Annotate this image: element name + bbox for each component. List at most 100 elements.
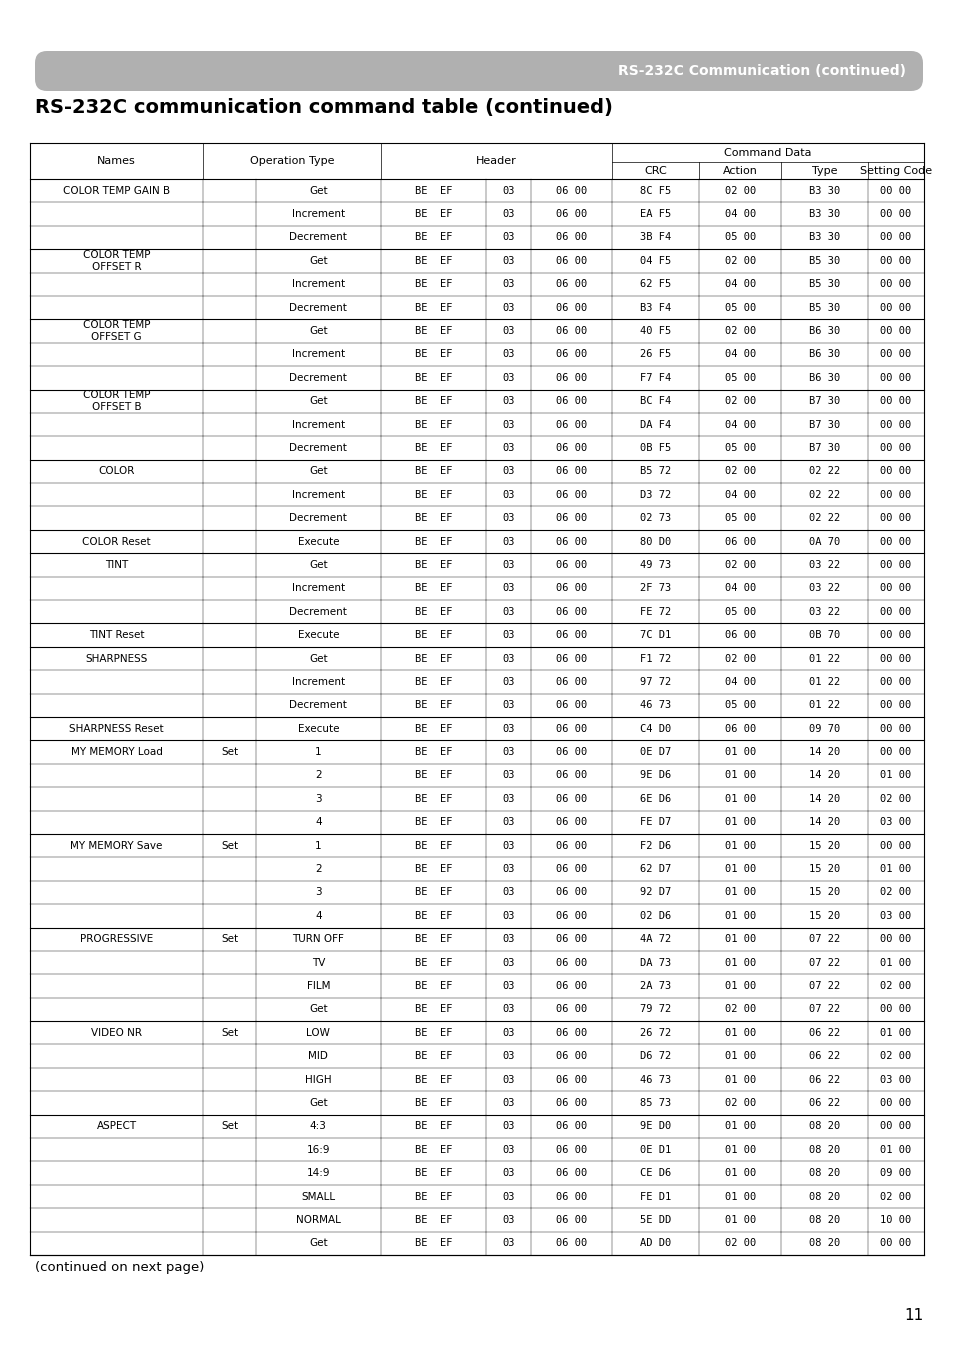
Text: 06 00: 06 00 [556, 1098, 586, 1108]
Text: Get: Get [309, 561, 327, 570]
Text: PROGRESSIVE: PROGRESSIVE [80, 934, 153, 944]
Text: 07 22: 07 22 [808, 1005, 840, 1014]
Text: 01 00: 01 00 [723, 841, 755, 850]
Text: F7 F4: F7 F4 [639, 372, 671, 383]
Text: 03: 03 [501, 982, 514, 991]
Text: 03: 03 [501, 887, 514, 898]
Text: 02 00: 02 00 [723, 1239, 755, 1248]
Text: 06 00: 06 00 [556, 443, 586, 454]
Text: BE  EF: BE EF [415, 864, 452, 875]
Text: B6 30: B6 30 [808, 349, 840, 359]
Text: 00 00: 00 00 [880, 349, 911, 359]
Text: Get: Get [309, 654, 327, 663]
Text: BE  EF: BE EF [415, 233, 452, 242]
Text: 14 20: 14 20 [808, 747, 840, 757]
Text: 05 00: 05 00 [723, 700, 755, 711]
Text: 06 00: 06 00 [556, 654, 586, 663]
Text: 05 00: 05 00 [723, 303, 755, 313]
Text: FE 72: FE 72 [639, 607, 671, 616]
Text: 03 22: 03 22 [808, 561, 840, 570]
Text: 06 00: 06 00 [556, 607, 586, 616]
Text: 07 22: 07 22 [808, 982, 840, 991]
Text: 00 00: 00 00 [880, 256, 911, 265]
Text: 03: 03 [501, 233, 514, 242]
Text: 00 00: 00 00 [880, 420, 911, 429]
Text: BE  EF: BE EF [415, 349, 452, 359]
Text: 01 00: 01 00 [880, 770, 911, 780]
Text: 06 00: 06 00 [556, 887, 586, 898]
Text: Get: Get [309, 397, 327, 406]
Text: 08 20: 08 20 [808, 1239, 840, 1248]
Text: 15 20: 15 20 [808, 864, 840, 875]
Text: 01 00: 01 00 [723, 1121, 755, 1132]
Text: 08 20: 08 20 [808, 1169, 840, 1178]
Text: F2 D6: F2 D6 [639, 841, 671, 850]
Text: 04 00: 04 00 [723, 209, 755, 219]
Text: D3 72: D3 72 [639, 490, 671, 500]
Text: 03: 03 [501, 326, 514, 336]
Text: Header: Header [476, 156, 517, 167]
Text: Setting Code: Setting Code [859, 165, 931, 176]
Text: 2A 73: 2A 73 [639, 982, 671, 991]
Text: BE  EF: BE EF [415, 934, 452, 944]
Text: C4 D0: C4 D0 [639, 723, 671, 734]
FancyBboxPatch shape [35, 51, 923, 91]
Text: BE  EF: BE EF [415, 513, 452, 523]
Text: 01 22: 01 22 [808, 677, 840, 686]
Text: 14 20: 14 20 [808, 770, 840, 780]
Text: 06 00: 06 00 [723, 630, 755, 640]
Text: 05 00: 05 00 [723, 607, 755, 616]
Text: 2: 2 [314, 864, 321, 875]
Text: 00 00: 00 00 [880, 185, 911, 196]
Text: Get: Get [309, 256, 327, 265]
Text: Set: Set [221, 1121, 238, 1132]
Text: Decrement: Decrement [289, 303, 347, 313]
Text: TINT Reset: TINT Reset [89, 630, 144, 640]
Text: 00 00: 00 00 [880, 279, 911, 290]
Text: 0E D1: 0E D1 [639, 1144, 671, 1155]
Text: 03: 03 [501, 1051, 514, 1062]
Text: 92 D7: 92 D7 [639, 887, 671, 898]
Text: 08 20: 08 20 [808, 1121, 840, 1132]
Text: 06 00: 06 00 [556, 209, 586, 219]
Text: 03 00: 03 00 [880, 818, 911, 827]
Text: BC F4: BC F4 [639, 397, 671, 406]
Text: 03: 03 [501, 536, 514, 547]
Text: 01 00: 01 00 [723, 887, 755, 898]
Text: 06 22: 06 22 [808, 1098, 840, 1108]
Text: 97 72: 97 72 [639, 677, 671, 686]
Text: 06 00: 06 00 [556, 372, 586, 383]
Text: 00 00: 00 00 [880, 443, 911, 454]
Text: 49 73: 49 73 [639, 561, 671, 570]
Text: BE  EF: BE EF [415, 957, 452, 968]
Text: BE  EF: BE EF [415, 1239, 452, 1248]
Text: MID: MID [308, 1051, 328, 1062]
Text: 26 72: 26 72 [639, 1028, 671, 1037]
Text: 1: 1 [314, 747, 321, 757]
Text: 06 00: 06 00 [556, 420, 586, 429]
Text: 06 00: 06 00 [556, 911, 586, 921]
Text: MY MEMORY Load: MY MEMORY Load [71, 747, 162, 757]
Text: TURN OFF: TURN OFF [292, 934, 344, 944]
Text: 02 00: 02 00 [723, 397, 755, 406]
Text: 06 00: 06 00 [556, 279, 586, 290]
Text: 3: 3 [314, 793, 321, 804]
Text: 03: 03 [501, 911, 514, 921]
Text: Decrement: Decrement [289, 513, 347, 523]
Text: 04 00: 04 00 [723, 279, 755, 290]
Text: BE  EF: BE EF [415, 793, 452, 804]
Text: Execute: Execute [297, 723, 338, 734]
Text: CE D6: CE D6 [639, 1169, 671, 1178]
Text: ASPECT: ASPECT [96, 1121, 136, 1132]
Text: 03: 03 [501, 584, 514, 593]
Text: Decrement: Decrement [289, 607, 347, 616]
Text: 00 00: 00 00 [880, 1098, 911, 1108]
Text: 06 00: 06 00 [556, 770, 586, 780]
Text: 09 00: 09 00 [880, 1169, 911, 1178]
Text: DA F4: DA F4 [639, 420, 671, 429]
Text: 01 00: 01 00 [723, 934, 755, 944]
Text: BE  EF: BE EF [415, 185, 452, 196]
Text: BE  EF: BE EF [415, 770, 452, 780]
Text: 00 00: 00 00 [880, 654, 911, 663]
Text: BE  EF: BE EF [415, 303, 452, 313]
